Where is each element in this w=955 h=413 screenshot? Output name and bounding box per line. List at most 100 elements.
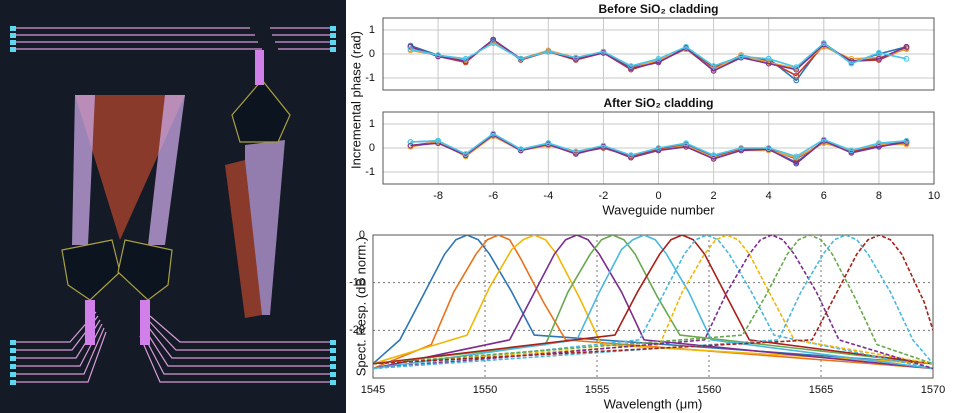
point bbox=[876, 49, 882, 56]
y-tick-label: 0 bbox=[369, 142, 375, 154]
series-line bbox=[373, 235, 933, 370]
point bbox=[848, 60, 855, 67]
y-axis-label: Spect. Resp. (dB norm.) bbox=[353, 237, 368, 376]
point bbox=[628, 152, 634, 159]
x-tick-label: 1560 bbox=[697, 384, 721, 396]
slab-regions bbox=[61, 79, 291, 301]
x-axis-label: Waveguide number bbox=[602, 202, 715, 217]
x-tick-label: 1570 bbox=[921, 384, 945, 396]
series-group bbox=[373, 235, 933, 370]
plot-frame bbox=[382, 17, 935, 91]
series-line bbox=[373, 235, 933, 365]
point bbox=[848, 147, 855, 154]
point bbox=[793, 153, 800, 160]
x-tick-label: 4 bbox=[766, 190, 772, 202]
point bbox=[572, 148, 579, 155]
waveguide-array bbox=[225, 160, 262, 318]
point bbox=[738, 53, 745, 60]
point bbox=[655, 145, 662, 151]
point bbox=[490, 40, 497, 47]
point bbox=[545, 48, 552, 55]
chart-title: Before SiO₂ cladding bbox=[598, 2, 718, 16]
y-tick-label: -10 bbox=[349, 277, 365, 289]
point bbox=[903, 137, 910, 144]
point bbox=[407, 139, 414, 145]
point bbox=[628, 63, 634, 69]
point bbox=[793, 64, 800, 71]
point bbox=[793, 72, 800, 79]
couplers bbox=[10, 26, 336, 385]
series-line bbox=[373, 235, 933, 370]
point bbox=[710, 155, 717, 162]
series-group bbox=[407, 130, 910, 167]
y-tick-label: -1 bbox=[365, 166, 375, 178]
micrograph-background bbox=[0, 0, 346, 413]
point bbox=[435, 137, 442, 144]
x-tick-label: 10 bbox=[928, 190, 940, 202]
series-line bbox=[410, 132, 907, 158]
series-line bbox=[373, 235, 933, 365]
point bbox=[876, 140, 882, 147]
x-tick-label: 1555 bbox=[585, 384, 609, 396]
series-line bbox=[410, 42, 907, 68]
y-tick-label: 1 bbox=[369, 24, 375, 36]
star-coupler-beam bbox=[72, 95, 95, 245]
point bbox=[820, 40, 827, 47]
point bbox=[876, 143, 882, 150]
point bbox=[572, 54, 579, 61]
x-tick-label: 6 bbox=[821, 190, 827, 202]
point bbox=[765, 55, 772, 62]
series-line bbox=[373, 235, 933, 365]
point bbox=[738, 145, 745, 151]
x-tick-label: 8 bbox=[876, 190, 882, 202]
plot-frame bbox=[372, 234, 934, 379]
point bbox=[683, 140, 689, 147]
point bbox=[490, 130, 497, 137]
micrograph bbox=[0, 0, 346, 413]
series-line bbox=[373, 235, 933, 370]
point bbox=[462, 55, 469, 62]
point bbox=[517, 55, 524, 62]
point bbox=[710, 152, 717, 159]
waveguide-bus bbox=[140, 300, 150, 345]
plot-frame bbox=[382, 111, 935, 185]
chart-title: After SiO₂ cladding bbox=[603, 96, 713, 110]
point bbox=[683, 143, 689, 150]
point bbox=[655, 55, 662, 62]
x-tick-label: 1550 bbox=[473, 384, 497, 396]
star-coupler-beam bbox=[148, 95, 185, 245]
y-tick-label: 0 bbox=[369, 48, 375, 60]
y-axis-label: Incremental phase (rad) bbox=[348, 31, 363, 169]
waveguide-array bbox=[75, 95, 185, 240]
point bbox=[710, 63, 717, 69]
point bbox=[765, 145, 772, 151]
waveguides bbox=[14, 27, 332, 383]
x-tick-label: -2 bbox=[599, 190, 609, 202]
waveguide-bus bbox=[85, 300, 95, 345]
point bbox=[407, 43, 414, 50]
x-tick-label: 0 bbox=[655, 190, 661, 202]
series-line bbox=[410, 38, 907, 72]
y-tick-label: 1 bbox=[369, 118, 375, 130]
point bbox=[793, 160, 800, 167]
series-line bbox=[373, 235, 933, 370]
series-line bbox=[373, 235, 933, 370]
point bbox=[462, 151, 469, 157]
series-line bbox=[373, 235, 933, 365]
point bbox=[655, 59, 662, 66]
x-axis-label: Wavelength (μm) bbox=[604, 396, 703, 411]
x-tick-label: 1545 bbox=[361, 384, 385, 396]
y-tick-label: -20 bbox=[349, 324, 365, 336]
series-line bbox=[373, 235, 933, 370]
series-line bbox=[373, 235, 933, 365]
x-tick-label: 2 bbox=[711, 190, 717, 202]
series-line bbox=[373, 235, 933, 365]
x-tick-label: -8 bbox=[433, 190, 443, 202]
waveguide-bus bbox=[255, 50, 264, 85]
point bbox=[600, 48, 607, 55]
x-tick-label: 1565 bbox=[809, 384, 833, 396]
point bbox=[517, 146, 524, 153]
point bbox=[876, 55, 882, 62]
